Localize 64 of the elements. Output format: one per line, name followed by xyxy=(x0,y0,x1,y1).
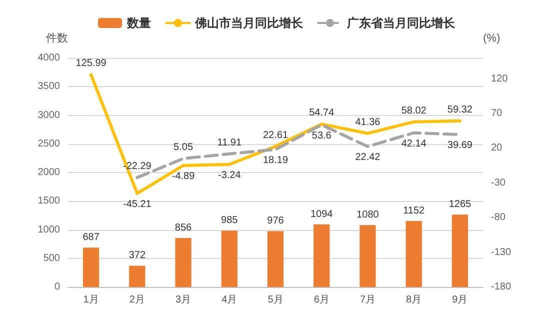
bar xyxy=(221,230,238,287)
y-tick-label: 500 xyxy=(43,252,60,264)
data-label: -3.24 xyxy=(218,170,242,181)
data-label: 372 xyxy=(128,250,146,262)
data-label: 1094 xyxy=(310,208,334,220)
data-label: 976 xyxy=(267,216,284,227)
data-label: 22.42 xyxy=(355,152,381,164)
y-tick-label: 2000 xyxy=(38,167,60,178)
x-tick-label: 9月 xyxy=(452,294,468,306)
y2-tick-label: 20 xyxy=(491,142,503,154)
data-label: 42.14 xyxy=(401,138,427,150)
data-label: 22.61 xyxy=(262,130,288,141)
data-label: 1152 xyxy=(403,206,426,217)
x-tick-label: 4月 xyxy=(222,294,238,306)
x-tick-label: 3月 xyxy=(175,294,192,306)
data-label: 1080 xyxy=(356,210,380,221)
y2-tick-label: 120 xyxy=(491,73,508,84)
x-tick-label: 1月 xyxy=(83,294,99,306)
legend-label: 佛山市当月同比增长 xyxy=(194,16,304,30)
bar xyxy=(452,214,468,287)
data-label: 5.05 xyxy=(174,142,194,154)
data-label: -4.89 xyxy=(172,170,196,182)
y2-axis-title: (%) xyxy=(483,32,500,44)
data-label: 58.02 xyxy=(401,105,427,116)
data-label: 687 xyxy=(82,232,100,244)
y2-tick-label: 70 xyxy=(491,108,503,120)
bar xyxy=(406,221,422,287)
x-tick-label: 8月 xyxy=(406,294,422,306)
bar xyxy=(267,231,284,287)
data-label: -45.21 xyxy=(122,198,152,210)
y-axis-title: 件数 xyxy=(46,32,68,44)
data-label: 856 xyxy=(174,222,192,234)
x-tick-label: 2月 xyxy=(129,294,145,306)
data-label: 59.32 xyxy=(447,104,473,116)
data-label: 39.69 xyxy=(447,140,473,152)
y2-tick-label: -130 xyxy=(491,246,512,258)
data-label: 125.99 xyxy=(76,58,107,70)
y2-tick-label: -180 xyxy=(491,282,512,292)
y-tick-label: 3000 xyxy=(38,110,60,121)
y-tick-label: 3500 xyxy=(38,81,60,92)
y2-tick-label: -80 xyxy=(491,212,506,224)
x-tick-label: 7月 xyxy=(360,294,376,306)
bar xyxy=(175,238,192,287)
legend-label: 数量 xyxy=(126,16,151,30)
x-tick-label: 6月 xyxy=(314,294,330,306)
y-tick-label: 1000 xyxy=(38,224,60,236)
data-label: 1265 xyxy=(448,199,472,210)
bar xyxy=(129,266,146,287)
data-label: 985 xyxy=(221,215,238,226)
data-label: 41.36 xyxy=(355,116,381,128)
y-tick-label: 0 xyxy=(54,282,60,292)
data-label: 54.74 xyxy=(309,108,335,119)
y-tick-label: 2500 xyxy=(38,138,60,150)
x-tick-label: 5月 xyxy=(268,294,284,306)
data-label: 53.6 xyxy=(312,130,332,142)
y-tick-label: 1500 xyxy=(38,196,60,207)
data-label: 18.19 xyxy=(262,154,288,166)
legend-label: 广东省当月同比增长 xyxy=(346,16,456,30)
y2-tick-label: -30 xyxy=(491,177,506,188)
bar xyxy=(314,224,330,287)
data-label: 11.91 xyxy=(217,137,242,148)
y-tick-label: 4000 xyxy=(38,52,60,64)
bar xyxy=(360,225,376,287)
bar xyxy=(82,248,100,287)
